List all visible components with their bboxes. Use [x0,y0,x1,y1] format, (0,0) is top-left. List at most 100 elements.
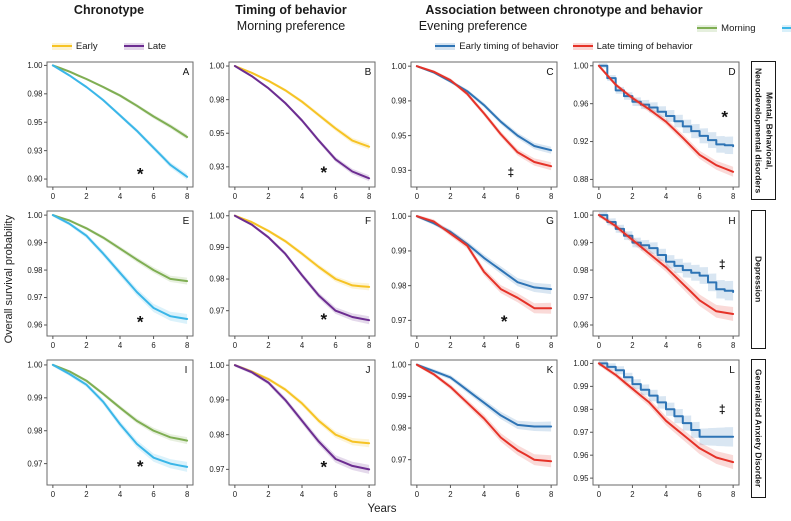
svg-text:0.98: 0.98 [391,281,406,290]
svg-text:6: 6 [515,490,519,499]
svg-text:6: 6 [515,341,519,350]
legend-label: Morning [721,22,756,34]
svg-text:4: 4 [300,192,305,201]
legend-label: Early [75,40,98,52]
svg-text:0: 0 [51,341,56,350]
svg-text:‡: ‡ [719,258,726,272]
col-header-association: Association between chronotype and behav… [425,3,703,17]
svg-text:0.99: 0.99 [209,243,224,252]
svg-text:8: 8 [185,341,189,350]
spacer [746,37,791,55]
svg-text:0.97: 0.97 [27,293,42,302]
svg-text:0.88: 0.88 [573,175,588,184]
svg-text:6: 6 [151,192,155,201]
svg-text:6: 6 [697,490,701,499]
svg-text:1.00: 1.00 [391,212,407,221]
subheader-morning-preference: Morning preference [236,19,346,33]
svg-text:0.97: 0.97 [391,455,406,464]
svg-text:0.98: 0.98 [27,266,42,275]
svg-text:0: 0 [233,192,238,201]
svg-text:2: 2 [266,192,270,201]
svg-text:0.96: 0.96 [573,99,588,108]
svg-text:L: L [729,365,735,376]
svg-text:8: 8 [367,490,371,499]
svg-text:1.00: 1.00 [573,359,589,368]
survival-panel-b: 1.00 0.98 0.95 0.93 0 2 4 6 8 B * [200,56,382,204]
svg-text:G: G [546,216,554,227]
svg-text:6: 6 [333,490,337,499]
svg-text:‡: ‡ [508,165,515,179]
legend-item-late-timing: Late timing of behavior [572,41,693,52]
svg-text:*: * [501,312,508,331]
svg-text:1.00: 1.00 [209,211,225,220]
panel-svg-F: 1.00 0.99 0.98 0.97 0 2 4 6 8 F * [209,210,376,350]
survival-panel-i: 1.00 0.99 0.98 0.97 0 2 4 6 8 I * [18,354,200,502]
svg-text:D: D [728,67,735,78]
panel-svg-L: 1.00 0.99 0.98 0.97 0.96 0.95 0 2 4 6 8 L ‡ [573,359,740,499]
svg-text:1.00: 1.00 [209,361,225,370]
legend-label: Early timing of behavior [459,40,559,52]
svg-text:1.00: 1.00 [391,62,407,71]
svg-text:0.97: 0.97 [573,428,588,437]
svg-text:2: 2 [630,490,634,499]
svg-text:6: 6 [333,192,337,201]
legend-item-late: Late [123,41,166,52]
morning-line-swatch [697,24,718,32]
svg-text:8: 8 [549,341,553,350]
svg-text:0.98: 0.98 [391,424,406,433]
svg-text:0.98: 0.98 [209,430,224,439]
survival-panel-c: 1.00 0.98 0.95 0.93 0 2 4 6 8 C ‡ [382,56,564,204]
svg-text:*: * [321,310,328,329]
svg-text:2: 2 [630,192,634,201]
panel-svg-J: 1.00 0.99 0.98 0.97 0 2 4 6 8 J * [209,359,376,499]
svg-text:6: 6 [333,341,337,350]
late-timing-line-swatch [572,42,593,50]
svg-text:0: 0 [597,192,602,201]
svg-text:8: 8 [731,341,735,350]
svg-text:0.95: 0.95 [27,118,43,127]
row-label-1: Depression [751,210,766,349]
svg-text:0: 0 [415,490,420,499]
svg-text:8: 8 [185,192,189,201]
svg-text:2: 2 [448,341,452,350]
row-label-cell-2: Generalized Anxiety Disorder [746,354,791,503]
svg-text:6: 6 [697,341,701,350]
svg-text:0.97: 0.97 [391,316,406,325]
svg-text:0.96: 0.96 [573,451,588,460]
svg-text:0.95: 0.95 [209,129,225,138]
svg-text:0: 0 [415,192,420,201]
svg-text:0.96: 0.96 [27,321,42,330]
svg-text:0.98: 0.98 [27,90,42,99]
svg-text:*: * [321,457,328,476]
survival-panel-l: 1.00 0.99 0.98 0.97 0.96 0.95 0 2 4 6 8 L ‡ [564,354,746,502]
svg-text:6: 6 [515,192,519,201]
early-timing-line-swatch [435,42,456,50]
svg-text:0: 0 [51,490,56,499]
svg-text:0.97: 0.97 [27,459,42,468]
svg-text:4: 4 [664,490,669,499]
svg-text:2: 2 [266,490,270,499]
svg-text:4: 4 [482,341,487,350]
row-label-2: Generalized Anxiety Disorder [751,359,766,498]
svg-text:0.96: 0.96 [573,321,588,330]
svg-text:4: 4 [118,192,123,201]
svg-text:0.99: 0.99 [391,392,406,401]
svg-text:0: 0 [597,490,602,499]
panel-svg-G: 1.00 0.99 0.98 0.97 0 2 4 6 8 G * [391,210,558,350]
svg-text:0.98: 0.98 [573,266,588,275]
x-axis-label: Years [367,503,397,515]
survival-panel-j: 1.00 0.99 0.98 0.97 0 2 4 6 8 J * [200,354,382,502]
spacer [18,19,200,37]
legend-item-early: Early [51,40,98,52]
svg-text:1.00: 1.00 [573,61,589,70]
svg-text:0.98: 0.98 [209,275,224,284]
svg-text:0.98: 0.98 [27,426,42,435]
svg-text:8: 8 [549,192,553,201]
svg-text:0.97: 0.97 [209,465,224,474]
svg-text:‡: ‡ [719,402,726,416]
svg-text:0.93: 0.93 [27,146,42,155]
svg-text:6: 6 [697,192,701,201]
svg-text:K: K [547,365,554,376]
subheader-evening-preference: Evening preference [418,19,528,33]
svg-text:A: A [183,67,190,78]
